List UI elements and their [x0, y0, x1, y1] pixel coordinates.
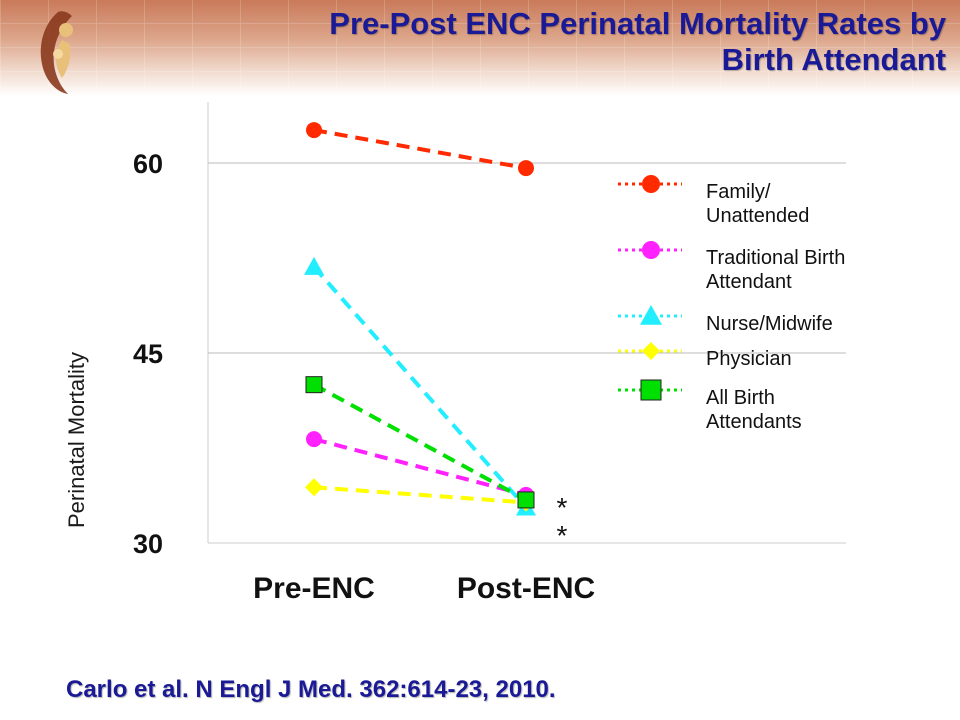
data-point	[517, 491, 535, 509]
legend-item-0: Family/Unattended	[618, 175, 809, 227]
significance-asterisk: *	[557, 492, 568, 523]
data-point	[305, 376, 323, 394]
legend-marker	[640, 305, 662, 325]
legend-marker	[642, 175, 660, 193]
legend-label: Nurse/Midwife	[706, 313, 833, 335]
citation: Carlo et al. N Engl J Med. 362:614-23, 2…	[66, 676, 556, 703]
legend-marker	[640, 379, 662, 401]
legend: Family/Unattended Traditional Birth Attend…	[618, 175, 845, 433]
series-4	[305, 376, 535, 509]
title-line-2: Birth Attendant	[721, 42, 946, 77]
legend-item-3: Physician	[618, 342, 792, 370]
legend-marker	[642, 342, 660, 360]
legend-label: Physician	[706, 348, 792, 370]
data-point	[518, 160, 534, 177]
legend-item-2: Nurse/Midwife	[618, 305, 833, 335]
series-1	[306, 431, 534, 503]
series-line	[313, 382, 527, 502]
series-line	[313, 437, 527, 497]
series-layer	[304, 122, 536, 516]
series-2	[304, 256, 536, 516]
title-line-1: Pre-Post ENC Perinatal Mortality Rates b…	[329, 6, 946, 41]
series-line	[313, 128, 527, 171]
series-line	[312, 265, 528, 509]
y-tick-label: 30	[133, 529, 163, 559]
legend-item-4: All Birth Attendants	[618, 379, 802, 433]
series-line	[313, 485, 527, 505]
data-point	[305, 478, 323, 497]
x-tick-label: Post-ENC	[457, 572, 595, 605]
legend-item-1: Traditional Birth Attendant	[618, 241, 845, 293]
series-3	[305, 478, 535, 512]
title-banner	[0, 0, 960, 96]
series-0	[306, 122, 534, 177]
x-tick-label: Pre-ENC	[253, 572, 375, 605]
y-tick-label: 45	[133, 339, 163, 369]
y-axis-label: Perinatal Mortality	[64, 352, 89, 528]
annotation-layer: **	[557, 492, 568, 551]
banner-map-pattern	[0, 0, 960, 96]
legend-label: Traditional Birth Attendant	[706, 247, 845, 293]
mother-child-logo-icon	[40, 11, 73, 94]
legend-label: Family/Unattended	[706, 181, 809, 227]
data-point	[304, 256, 324, 275]
legend-label: All Birth Attendants	[706, 387, 802, 433]
y-tick-labels: 30 45 60	[133, 149, 163, 559]
legend-marker	[642, 241, 660, 259]
x-tick-labels: Pre-ENC Post-ENC	[253, 572, 595, 605]
significance-asterisk: *	[557, 520, 568, 551]
data-point	[306, 122, 322, 139]
data-point	[306, 431, 322, 448]
y-tick-label: 60	[133, 149, 163, 179]
page-title: Pre-Post ENC Perinatal Mortality Rates b…	[86, 6, 946, 78]
